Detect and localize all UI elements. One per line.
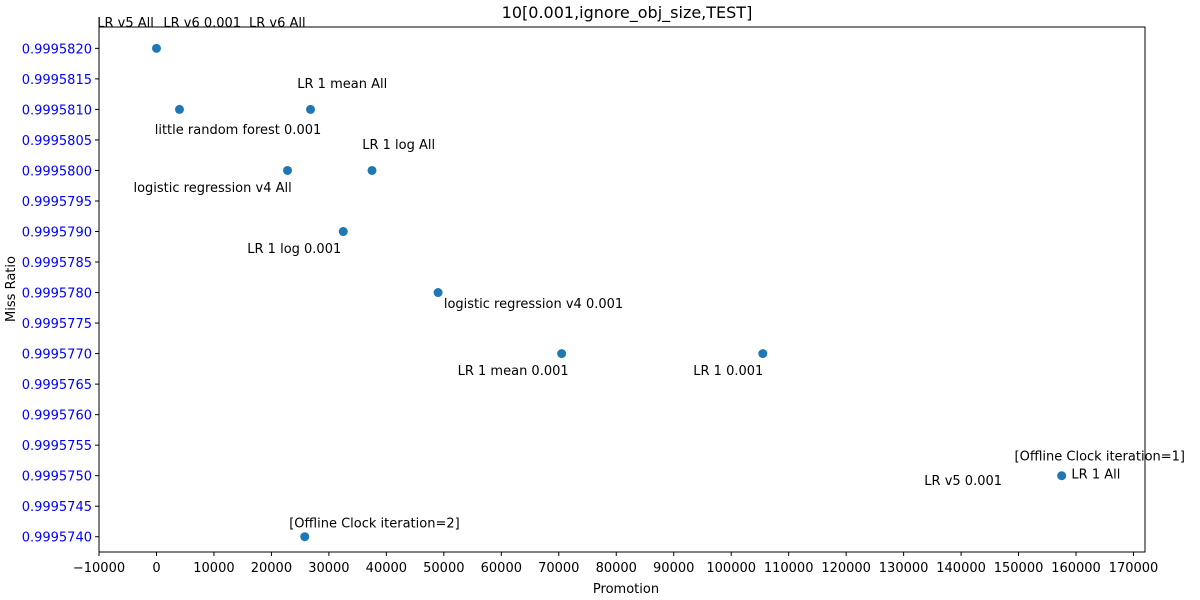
data-point	[557, 349, 567, 359]
y-axis: 0.9995740 0.9995745 0.9995750 0.9995755 0.99…	[22, 42, 99, 546]
y-tick-label: 0.9995820	[22, 42, 92, 57]
point-annotation: LR 1 0.001	[693, 364, 763, 379]
x-tick-label: 40000	[366, 561, 407, 576]
x-tick-label: 100000	[706, 561, 756, 576]
x-tick-label: 50000	[423, 561, 464, 576]
point-annotation: LR 1 mean 0.001	[458, 364, 569, 379]
scatter-points	[151, 43, 1067, 542]
x-tick-label: 60000	[481, 561, 522, 576]
x-tick-label: 90000	[653, 561, 694, 576]
y-tick-label: 0.9995775	[22, 317, 92, 332]
y-tick-label: 0.9995800	[22, 164, 92, 179]
y-tick-label: 0.9995815	[22, 73, 92, 88]
data-point	[283, 165, 293, 175]
y-tick-label: 0.9995810	[22, 103, 92, 118]
x-axis-label: Promotion	[593, 582, 659, 597]
point-annotations: LR v5 All LR v6 0.001 LR v6 All little rand…	[97, 16, 1185, 532]
y-tick-label: 0.9995740	[22, 531, 92, 546]
y-tick-label: 0.9995760	[22, 409, 92, 424]
point-annotation: LR 1 log All	[362, 138, 435, 153]
y-tick-label: 0.9995805	[22, 134, 92, 149]
plot-frame	[98, 26, 1146, 553]
x-tick-label: 20000	[251, 561, 292, 576]
point-annotation: [Offline Clock iteration=2]	[289, 517, 459, 532]
point-annotation: logistic regression v4 All	[133, 181, 291, 196]
data-point	[338, 227, 348, 237]
point-annotation: [Offline Clock iteration=1]	[1015, 449, 1185, 464]
x-tick-label: 170000	[1109, 561, 1159, 576]
x-tick-label: 140000	[936, 561, 986, 576]
point-annotation: LR v6 0.001	[163, 16, 241, 31]
data-point	[758, 349, 768, 359]
point-annotation: LR v5 All	[97, 16, 154, 31]
x-tick-label: 110000	[764, 561, 814, 576]
data-point	[367, 165, 377, 175]
point-annotation: LR v6 All	[249, 16, 306, 31]
x-tick-label: 160000	[1051, 561, 1101, 576]
y-tick-label: 0.9995765	[22, 378, 92, 393]
x-tick-label: 30000	[308, 561, 349, 576]
y-tick-label: 0.9995780	[22, 287, 92, 302]
data-point	[1057, 471, 1067, 481]
x-tick-label: 80000	[596, 561, 637, 576]
y-tick-label: 0.9995785	[22, 256, 92, 271]
point-annotation: LR 1 mean All	[297, 77, 387, 92]
point-annotation: LR 1 log 0.001	[247, 242, 341, 257]
data-point	[300, 532, 310, 542]
x-tick-label: 130000	[879, 561, 929, 576]
data-point	[174, 104, 184, 114]
x-tick-label: −10000	[73, 561, 125, 576]
y-tick-label: 0.9995770	[22, 348, 92, 363]
point-annotation: LR v5 0.001	[924, 474, 1002, 489]
point-annotation: little random forest 0.001	[155, 123, 322, 138]
y-tick-label: 0.9995755	[22, 439, 92, 454]
x-tick-label: 120000	[821, 561, 871, 576]
y-tick-label: 0.9995745	[22, 500, 92, 515]
point-annotation: logistic regression v4 0.001	[444, 297, 623, 312]
y-axis-label: Miss Ratio	[4, 256, 19, 322]
x-tick-label: 70000	[538, 561, 579, 576]
data-point	[433, 288, 443, 298]
x-tick-label: 10000	[193, 561, 234, 576]
y-tick-label: 0.9995750	[22, 470, 92, 485]
y-tick-label: 0.9995795	[22, 195, 92, 210]
data-point	[151, 43, 161, 53]
y-tick-label: 0.9995790	[22, 226, 92, 241]
x-axis: −10000 0 10000 20000 30000 40000 50000 60000 700…	[73, 552, 1158, 576]
x-tick-label: 150000	[994, 561, 1044, 576]
x-tick-label: 0	[152, 561, 160, 576]
chart-title: 10[0.001,ignore_obj_size,TEST]	[502, 3, 753, 23]
data-point	[305, 104, 315, 114]
point-annotation: LR 1 All	[1071, 468, 1120, 483]
